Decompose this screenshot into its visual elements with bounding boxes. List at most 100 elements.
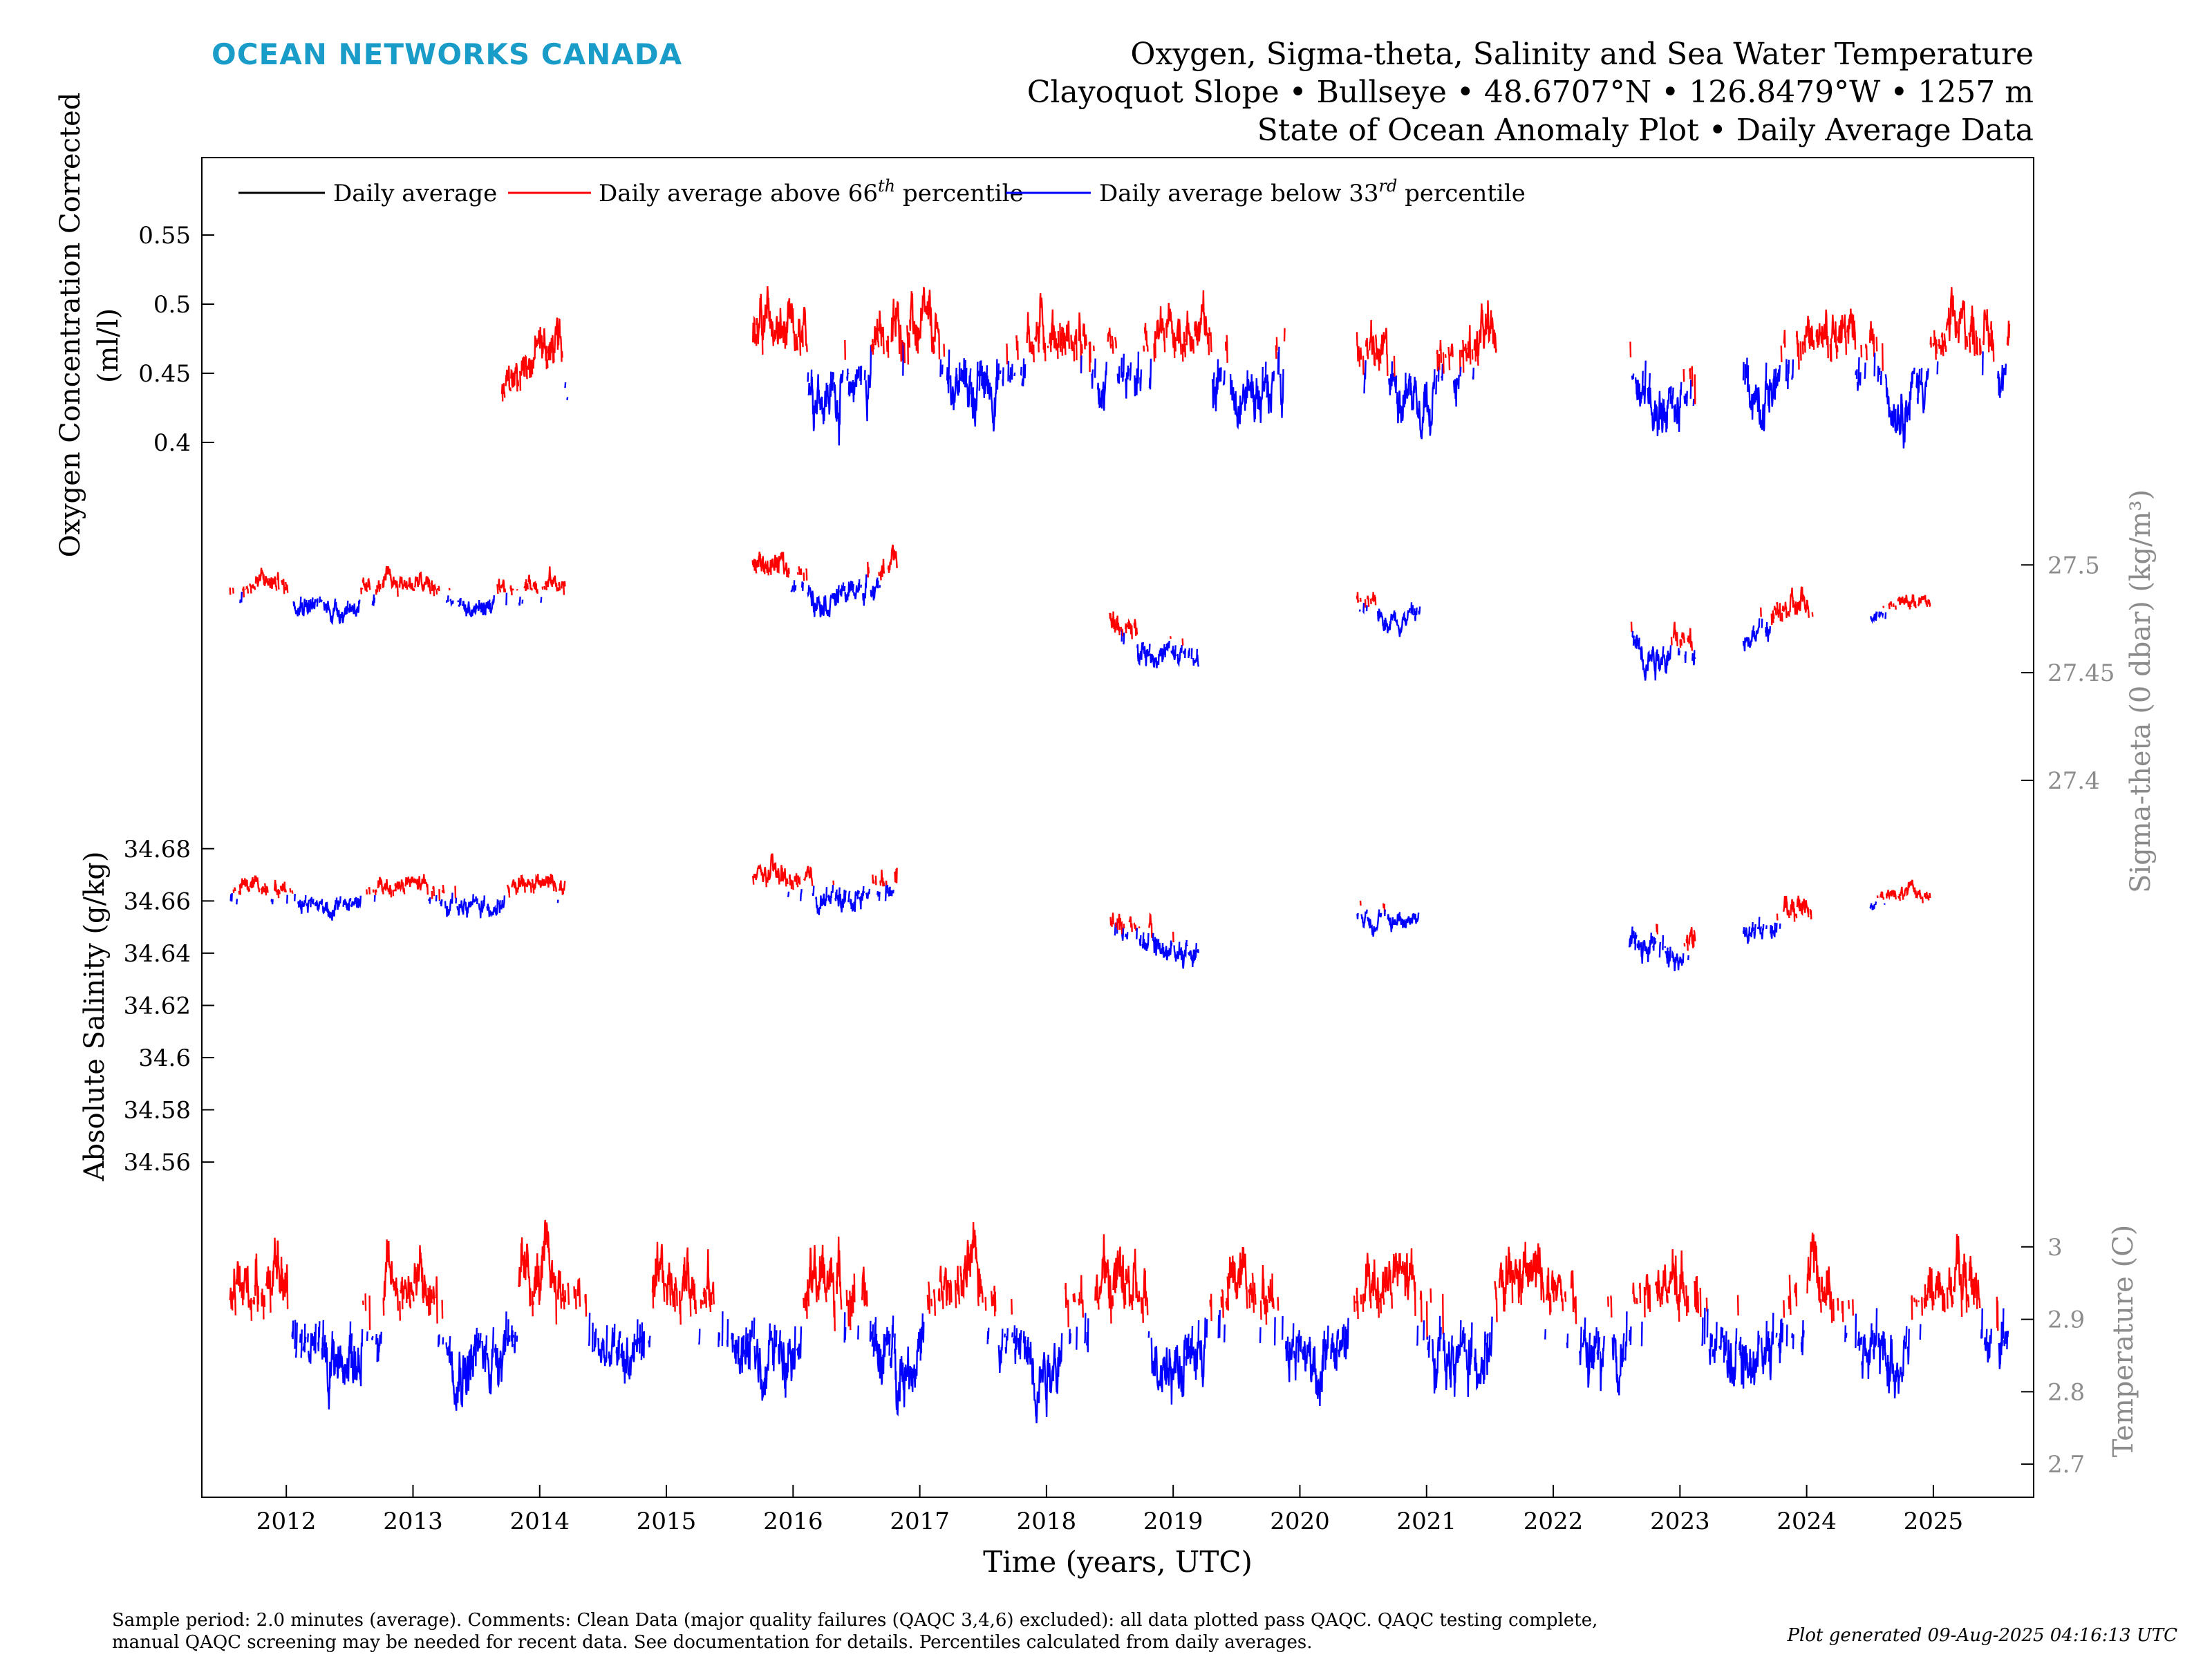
- series-line-panel-0-seg-1: [917, 287, 933, 353]
- series-line-panel-2-seg-2: [1117, 913, 1121, 930]
- brand-logo-text: OCEAN NETWORKS CANADA: [212, 37, 682, 71]
- series-line-panel-0-seg-4: [1783, 330, 1786, 348]
- series-line-panel-3-seg-0: [292, 1320, 294, 1340]
- series-line-panel-2-seg-0: [271, 899, 274, 905]
- series-line-panel-1-seg-2: [1188, 648, 1190, 657]
- series-line-panel-3-seg-0: [1610, 1295, 1613, 1318]
- series-line-panel-3-seg-0: [679, 1300, 682, 1325]
- series-line-panel-3-seg-0: [1794, 1282, 1798, 1306]
- x-tick-label-2020: 2020: [1270, 1508, 1330, 1535]
- series-line-panel-0-seg-1: [1185, 310, 1192, 352]
- series-line-panel-2-seg-0: [291, 890, 294, 894]
- series-line-panel-2-seg-1: [878, 891, 881, 901]
- series-line-panel-0-seg-4: [1976, 336, 1978, 356]
- series-line-panel-3-seg-0: [615, 1331, 621, 1366]
- series-line-panel-3-seg-0: [851, 1284, 854, 1313]
- series-line-panel-0-seg-0: [566, 397, 569, 401]
- series-line-panel-3-seg-0: [1981, 1308, 1983, 1339]
- footer-comment-line-2: manual QAQC screening may be needed for …: [112, 1632, 1313, 1653]
- series-line-panel-1-seg-1: [790, 585, 794, 592]
- series-line-panel-1-seg-0: [546, 566, 559, 592]
- series-line-panel-0-seg-4: [1988, 332, 1991, 347]
- series-line-panel-3-seg-0: [1611, 1334, 1615, 1360]
- series-line-panel-1-seg-0: [377, 580, 381, 592]
- series-line-panel-3-seg-0: [1785, 1324, 1788, 1347]
- series-line-panel-1-seg-3: [1357, 600, 1360, 602]
- series-line-panel-1-seg-1: [770, 552, 785, 575]
- series-line-panel-0-seg-1: [1096, 370, 1107, 411]
- series-line-panel-3-seg-0: [1877, 1333, 1880, 1348]
- series-line-panel-2-seg-0: [498, 900, 502, 913]
- series-line-panel-0-seg-1: [1155, 306, 1166, 353]
- series-line-panel-2-seg-2: [1143, 932, 1150, 952]
- series-line-panel-0-seg-2: [1468, 325, 1472, 365]
- series-line-panel-0-seg-1: [1020, 366, 1022, 376]
- series-line-panel-2-seg-6: [1923, 892, 1927, 899]
- series-line-panel-3-seg-0: [1596, 1331, 1600, 1360]
- series-line-panel-1-seg-4: [1632, 635, 1635, 646]
- series-line-panel-2-seg-0: [404, 874, 429, 895]
- x-tick-label-2016: 2016: [763, 1508, 823, 1535]
- series-line-panel-3-seg-0: [1023, 1336, 1027, 1360]
- series-line-panel-3-seg-0: [942, 1266, 948, 1306]
- series-line-panel-3-seg-0: [1427, 1335, 1431, 1358]
- series-line-panel-2-seg-5: [1753, 924, 1756, 939]
- series-line-panel-0-seg-1: [1153, 343, 1156, 362]
- y-tick-label-1-27.5: 27.5: [2047, 552, 2100, 579]
- series-line-panel-3-seg-0: [1687, 1295, 1689, 1313]
- y-tick-label-2-34.58: 34.58: [124, 1097, 191, 1125]
- series-line-panel-0-seg-1: [1222, 370, 1226, 386]
- series-line-panel-0-seg-4: [2005, 364, 2007, 375]
- series-line-panel-1-seg-1: [850, 581, 852, 592]
- series-line-panel-3-seg-0: [1074, 1293, 1076, 1303]
- series-line-panel-2-seg-0: [563, 881, 566, 891]
- series-line-panel-2-seg-1: [794, 873, 798, 885]
- series-line-panel-2-seg-0: [431, 890, 433, 899]
- series-line-panel-2-seg-0: [382, 879, 390, 892]
- series-line-panel-2-seg-2: [1133, 922, 1136, 929]
- series-line-panel-3-seg-0: [796, 1326, 803, 1360]
- series-line-panel-3-seg-0: [1942, 1289, 1944, 1311]
- series-line-panel-1-seg-0: [398, 576, 409, 590]
- series-line-panel-1-seg-0: [292, 597, 302, 617]
- series-line-panel-3-seg-0: [556, 1270, 563, 1309]
- series-line-panel-0-seg-1: [906, 325, 909, 365]
- series-line-panel-2-seg-0: [502, 895, 506, 908]
- temperature-axis-label: Temperature (C): [2108, 1225, 2139, 1458]
- series-line-panel-3-seg-0: [1332, 1331, 1339, 1371]
- series-line-panel-2-seg-0: [372, 889, 375, 893]
- series-line-panel-3-seg-0: [442, 1337, 444, 1345]
- series-line-panel-3-seg-0: [1607, 1296, 1609, 1307]
- series-line-panel-3-seg-0: [1221, 1289, 1224, 1318]
- series-line-panel-3-seg-0: [1915, 1299, 1918, 1307]
- series-line-panel-2-seg-2: [1119, 918, 1123, 935]
- series-line-panel-3-seg-0: [1806, 1232, 1821, 1303]
- series-line-panel-3-seg-0: [1199, 1318, 1206, 1387]
- series-line-panel-2-seg-4: [1662, 935, 1665, 950]
- series-line-panel-1-seg-0: [319, 599, 322, 602]
- series-line-panel-0-seg-4: [1868, 321, 1875, 357]
- x-tick-label-2012: 2012: [256, 1508, 317, 1535]
- series-line-panel-3-seg-0: [400, 1277, 404, 1310]
- series-line-panel-2-seg-2: [1186, 944, 1188, 946]
- series-line-panel-0-seg-0: [509, 387, 512, 392]
- series-line-panel-0-seg-1: [1082, 323, 1086, 350]
- series-line-panel-3-seg-0: [937, 1288, 941, 1302]
- series-line-panel-3-seg-0: [648, 1335, 651, 1348]
- series-line-panel-2-seg-0: [238, 890, 241, 895]
- series-line-panel-3-seg-0: [518, 1237, 531, 1306]
- series-line-panel-3-seg-0: [1883, 1335, 1892, 1394]
- series-line-panel-3-seg-0: [1643, 1286, 1646, 1318]
- series-line-panel-3-seg-0: [1219, 1309, 1221, 1338]
- series-line-panel-3-seg-0: [1423, 1320, 1425, 1341]
- series-line-panel-3-seg-0: [402, 1279, 408, 1304]
- series-line-panel-0-seg-1: [847, 369, 858, 402]
- x-tick-label-2014: 2014: [509, 1508, 570, 1535]
- series-line-panel-3-seg-0: [1266, 1299, 1268, 1313]
- series-line-panel-3-seg-0: [593, 1331, 596, 1352]
- series-line-panel-2-seg-1: [849, 891, 857, 912]
- series-line-panel-3-seg-0: [1589, 1335, 1595, 1369]
- series-line-panel-1-seg-0: [448, 588, 451, 591]
- series-line-panel-3-seg-0: [1362, 1293, 1365, 1304]
- series-line-panel-0-seg-1: [1247, 366, 1264, 423]
